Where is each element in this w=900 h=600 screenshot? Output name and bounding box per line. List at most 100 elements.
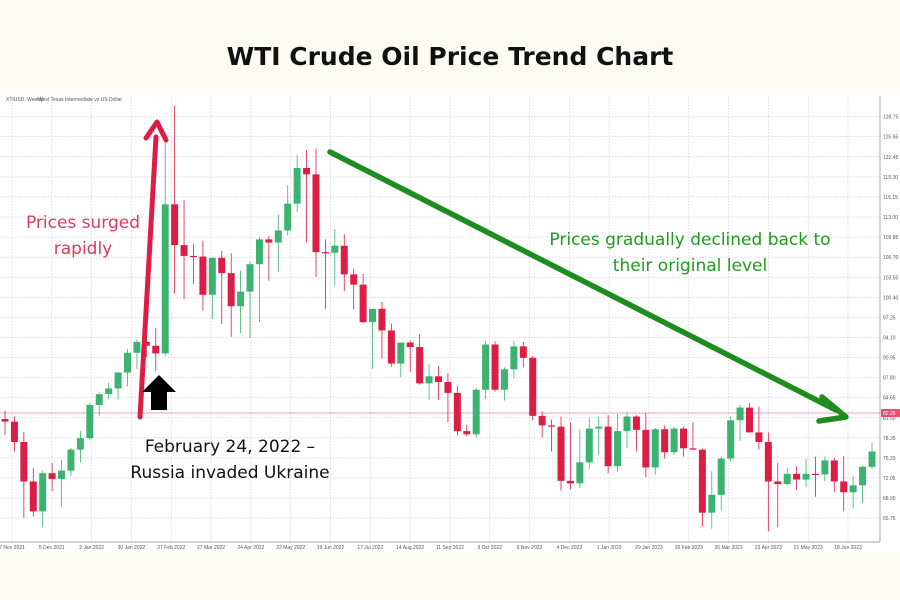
candle-body xyxy=(604,426,612,467)
candle-body xyxy=(491,344,499,390)
candle-body xyxy=(708,494,716,513)
x-tick-label: 30 Jan 2022 xyxy=(118,545,146,551)
y-tick-label: 100.40 xyxy=(883,295,899,301)
candle-body xyxy=(124,352,132,373)
y-tick-label: 72.05 xyxy=(883,476,896,482)
x-tick-label: 29 Jan 2023 xyxy=(635,545,663,551)
candle-body xyxy=(416,347,424,384)
candle-body xyxy=(802,473,810,480)
candle-body xyxy=(246,264,254,292)
decline-annotation-line2: their original level xyxy=(612,256,768,276)
y-tick-label: 122.45 xyxy=(883,155,899,161)
y-tick-label: 113.00 xyxy=(883,215,898,221)
candle-body xyxy=(717,458,725,495)
candle-body xyxy=(435,376,442,383)
y-tick-label: 84.65 xyxy=(883,396,896,402)
surge-annotation-line2: rapidly xyxy=(53,239,113,259)
candle-body xyxy=(227,273,235,307)
y-tick-label: 119.30 xyxy=(883,175,898,181)
decline-annotation-line1: Prices gradually declined back to xyxy=(549,230,831,250)
x-tick-label: 26 Mar 2023 xyxy=(715,545,743,551)
x-tick-label: 5 Dec 2021 xyxy=(39,545,65,551)
x-tick-label: 17 Jul 2022 xyxy=(357,545,383,551)
candle-body xyxy=(114,372,122,389)
y-tick-label: 103.55 xyxy=(883,275,899,281)
candle-body xyxy=(472,389,480,435)
candle-body xyxy=(331,245,339,253)
candle-body xyxy=(76,438,84,450)
candle-body xyxy=(463,431,471,435)
candle-body xyxy=(340,245,348,275)
candle-body xyxy=(255,239,263,265)
candle-body xyxy=(830,460,838,482)
y-tick-label: 125.65 xyxy=(883,134,899,140)
candle-body xyxy=(661,429,669,453)
candle-body xyxy=(821,460,829,475)
candle-body xyxy=(397,342,405,364)
decline-annotation: Prices gradually declined back to their … xyxy=(520,227,860,279)
candle-body xyxy=(727,420,735,459)
x-tick-label: 9 Oct 2022 xyxy=(477,545,502,551)
x-tick-label: 18 Jun 2023 xyxy=(834,545,862,551)
candle-body xyxy=(840,481,848,493)
candle-body xyxy=(199,256,207,295)
surge-annotation-line1: Prices surged xyxy=(25,213,141,233)
candles xyxy=(1,105,876,532)
y-tick-label: 90.95 xyxy=(883,356,896,362)
candle-body xyxy=(321,252,329,254)
candle-body xyxy=(811,473,819,476)
candle-body xyxy=(95,394,103,406)
candle-body xyxy=(20,441,28,482)
candle-body xyxy=(642,429,650,468)
y-tick-label: 94.10 xyxy=(883,335,896,341)
candle-body xyxy=(576,462,584,484)
candle-body xyxy=(585,428,593,463)
x-tick-label: 6 Nov 2022 xyxy=(517,545,543,551)
candle-body xyxy=(1,419,9,422)
decline-arrow-shaft xyxy=(327,149,839,413)
candle-body xyxy=(406,342,414,348)
candle-body xyxy=(793,473,801,480)
x-tick-label: 14 Aug 2022 xyxy=(396,545,424,551)
candle-body xyxy=(614,431,622,467)
candle-body xyxy=(482,344,490,390)
candle-body xyxy=(58,470,66,479)
x-tick-label: 22 May 2022 xyxy=(276,545,305,551)
candle-body xyxy=(698,449,706,513)
candle-body xyxy=(500,369,508,390)
current-price-label: 82.25 xyxy=(883,411,896,417)
candlestick-chart: 128.75 125.65 122.45 119.30 116.15 113.00 109.… xyxy=(0,92,900,552)
y-tick-label: 78.35 xyxy=(883,436,896,442)
event-arrow xyxy=(142,375,176,410)
candle-body xyxy=(849,485,857,493)
candle-body xyxy=(378,308,386,331)
candle-body xyxy=(444,382,452,393)
chart-frame: 128.75 125.65 122.45 119.30 116.15 113.00 109.… xyxy=(0,92,900,552)
candle-body xyxy=(189,255,197,258)
x-tick-label: 24 Apr 2022 xyxy=(237,545,264,551)
chart-title: WTI Crude Oil Price Trend Chart xyxy=(226,42,674,71)
x-tick-label: 21 May 2023 xyxy=(794,545,823,551)
candle-body xyxy=(161,204,169,354)
chart-description: West Texas Intermediate vs US Dollar xyxy=(38,97,122,103)
y-tick-label: 109.85 xyxy=(883,235,899,241)
candle-body xyxy=(680,428,688,449)
candle-body xyxy=(623,416,631,432)
y-tick-label: 75.20 xyxy=(883,456,896,462)
candle-body xyxy=(208,257,216,295)
x-tick-label: 2 Jan 2022 xyxy=(79,545,104,551)
x-tick-label: 4 Dec 2022 xyxy=(557,545,583,551)
candle-body xyxy=(736,407,744,421)
y-tick-label: 106.70 xyxy=(883,255,899,261)
y-tick-label: 68.90 xyxy=(883,496,896,502)
grid xyxy=(0,96,880,542)
candle-body xyxy=(105,388,113,395)
candle-body xyxy=(632,416,640,430)
candle-body xyxy=(67,449,75,471)
y-tick-label: 97.25 xyxy=(883,315,896,321)
candle-body xyxy=(783,473,791,485)
candle-body xyxy=(350,274,358,285)
y-tick-label: 116.15 xyxy=(883,195,898,201)
candle-body xyxy=(774,481,782,485)
x-tick-label: 23 Apr 2023 xyxy=(755,545,782,551)
